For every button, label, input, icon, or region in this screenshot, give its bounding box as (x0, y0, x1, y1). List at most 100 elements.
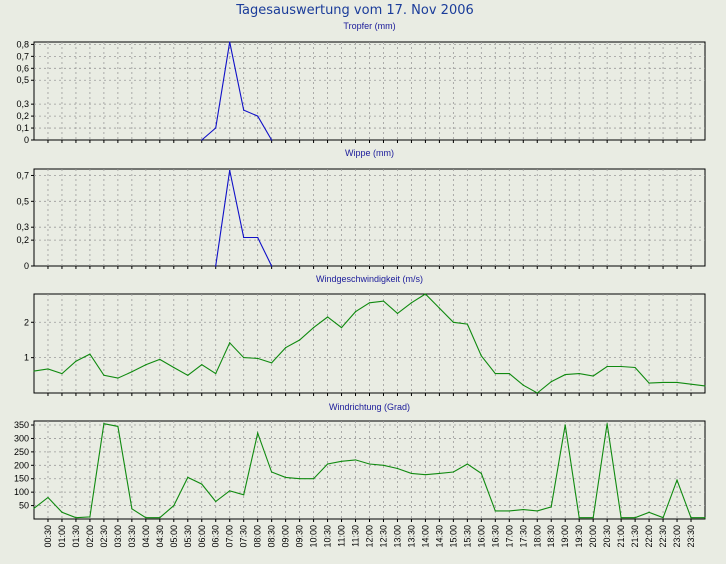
data-point (536, 392, 538, 394)
data-point (61, 372, 63, 375)
data-point (201, 483, 203, 485)
x-tick-label: 14:00 (420, 525, 430, 548)
y-tick-label: 1 (24, 353, 29, 363)
data-point (620, 365, 622, 368)
data-point (466, 463, 468, 465)
data-point (243, 494, 245, 496)
data-point (229, 490, 231, 492)
data-point (271, 139, 273, 141)
data-point (480, 355, 482, 357)
x-tick-label: 09:00 (281, 525, 291, 548)
y-tick-label: 0,5 (16, 75, 29, 85)
data-point (131, 371, 133, 373)
x-tick-label: 15:00 (448, 525, 458, 548)
data-point (187, 476, 189, 478)
data-point (285, 347, 287, 349)
data-point (257, 115, 259, 117)
x-tick-label: 15:30 (462, 525, 472, 548)
data-point (634, 366, 636, 369)
x-tick-label: 04:00 (141, 525, 151, 548)
x-tick-label: 18:30 (546, 525, 556, 548)
data-point (578, 372, 580, 375)
data-point (257, 432, 259, 434)
page-title: Tagesauswertung vom 17. Nov 2006 (235, 3, 474, 18)
x-tick-label: 08:30 (267, 525, 277, 548)
data-point (480, 472, 482, 474)
y-tick-label: 50 (19, 501, 29, 511)
data-point (103, 423, 105, 425)
chart-panel-2: Wippe (mm) 0 0,2 0,3 0,5 0,7 (16, 148, 706, 271)
x-tick-label: 07:00 (225, 525, 235, 548)
chart-title: Windrichtung (Grad) (329, 402, 410, 412)
data-point (648, 511, 650, 513)
x-tick-label: 18:00 (532, 525, 542, 548)
x-tick-label: 20:30 (602, 525, 612, 548)
x-tick-label: 06:30 (211, 525, 221, 548)
data-point (704, 385, 706, 387)
data-point (690, 383, 692, 385)
y-tick-label: 200 (14, 460, 29, 470)
x-tick-label: 22:30 (658, 525, 668, 548)
data-point (410, 472, 413, 474)
data-point (620, 517, 622, 519)
x-tick-label: 21:00 (616, 525, 626, 548)
data-point (438, 472, 440, 474)
data-point (89, 516, 91, 518)
data-point (438, 307, 440, 309)
y-tick-label: 0,2 (16, 111, 29, 121)
data-point (285, 476, 287, 478)
data-point (173, 366, 175, 369)
data-point (33, 370, 35, 372)
y-tick-label: 0,2 (16, 235, 29, 245)
data-point (606, 365, 608, 368)
y-tick-label: 350 (14, 420, 29, 430)
data-point (271, 471, 273, 473)
data-point (424, 293, 427, 295)
y-tick-label: 100 (14, 487, 29, 497)
data-point (354, 311, 357, 313)
x-tick-label: 01:00 (57, 525, 67, 548)
x-tick-label: 00:30 (43, 525, 53, 548)
data-point (704, 517, 706, 519)
data-point (382, 300, 385, 302)
data-point (452, 471, 454, 473)
x-tick-label: 02:00 (85, 525, 95, 548)
x-tick-label: 19:00 (560, 525, 570, 548)
y-tick-label: 0,6 (16, 63, 29, 73)
data-point (676, 479, 678, 481)
data-point (396, 312, 399, 315)
data-point (243, 236, 245, 239)
data-point (103, 374, 105, 376)
data-point (466, 323, 468, 325)
y-tick-label: 0,5 (16, 196, 29, 206)
data-point (257, 236, 259, 239)
data-point (47, 368, 49, 370)
data-point (564, 424, 566, 426)
data-point (508, 372, 510, 375)
x-tick-label: 20:00 (588, 525, 598, 548)
x-tick-label: 22:00 (644, 525, 654, 548)
data-point (550, 506, 552, 508)
data-point (424, 474, 427, 476)
x-tick-label: 23:30 (686, 525, 696, 548)
data-point (592, 517, 594, 519)
data-point (201, 364, 203, 366)
x-tick-label: 10:30 (323, 525, 333, 548)
data-point (634, 517, 636, 519)
data-point (326, 463, 329, 465)
data-point (368, 302, 371, 304)
data-point (299, 478, 301, 480)
data-point (452, 321, 454, 323)
data-point (494, 510, 496, 512)
data-point (312, 326, 315, 329)
data-point (229, 41, 231, 43)
x-tick-label: 12:30 (378, 525, 388, 548)
data-point (592, 375, 594, 377)
data-point (75, 360, 77, 362)
x-tick-label: 10:00 (309, 525, 319, 548)
y-tick-label: 0,8 (16, 39, 29, 49)
data-point (354, 459, 357, 461)
plot-frame (33, 293, 706, 394)
data-point (159, 358, 161, 361)
